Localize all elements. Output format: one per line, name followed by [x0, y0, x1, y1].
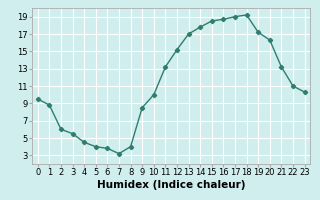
- X-axis label: Humidex (Indice chaleur): Humidex (Indice chaleur): [97, 180, 245, 190]
